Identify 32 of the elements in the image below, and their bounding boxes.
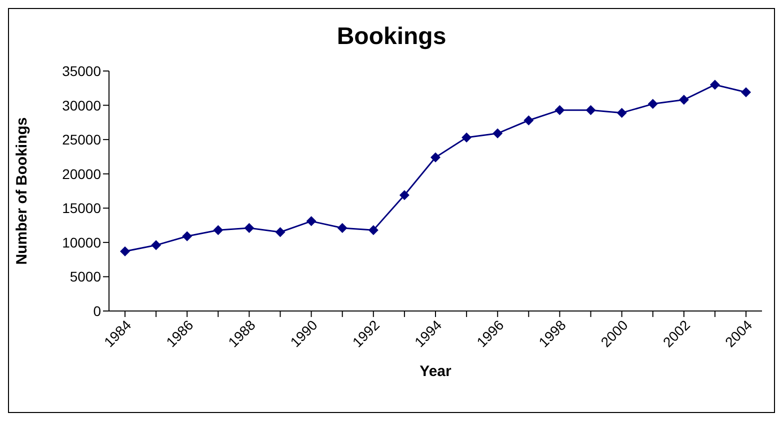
point	[275, 227, 286, 238]
point	[151, 240, 162, 250]
point	[554, 105, 565, 116]
point	[244, 223, 254, 234]
point	[586, 105, 596, 116]
point	[182, 231, 192, 242]
y-axis-title: Number of Bookings	[13, 117, 30, 265]
point	[337, 223, 348, 234]
point	[678, 94, 689, 105]
point	[368, 225, 378, 236]
y-tick-label: 15000	[62, 200, 102, 216]
y-tick-label: 0	[93, 302, 102, 319]
point	[462, 132, 472, 143]
y-tick-label: 25000	[62, 132, 102, 148]
chart-title: Bookings	[336, 23, 448, 51]
point	[306, 216, 316, 226]
point	[120, 246, 130, 256]
y-tick-label: 20000	[62, 166, 102, 182]
point	[648, 98, 658, 109]
point	[741, 87, 751, 98]
x-axis-title: Year	[420, 363, 452, 380]
point	[492, 128, 503, 138]
y-tick-label: 35000	[62, 62, 102, 79]
point	[399, 190, 410, 200]
point	[710, 80, 720, 90]
point	[430, 152, 440, 162]
point	[213, 225, 224, 236]
point	[524, 115, 534, 126]
y-tick-label: 5000	[70, 268, 102, 285]
y-tick-label: 30000	[62, 97, 102, 114]
point	[616, 108, 627, 118]
y-tick-label: 10000	[62, 234, 102, 250]
